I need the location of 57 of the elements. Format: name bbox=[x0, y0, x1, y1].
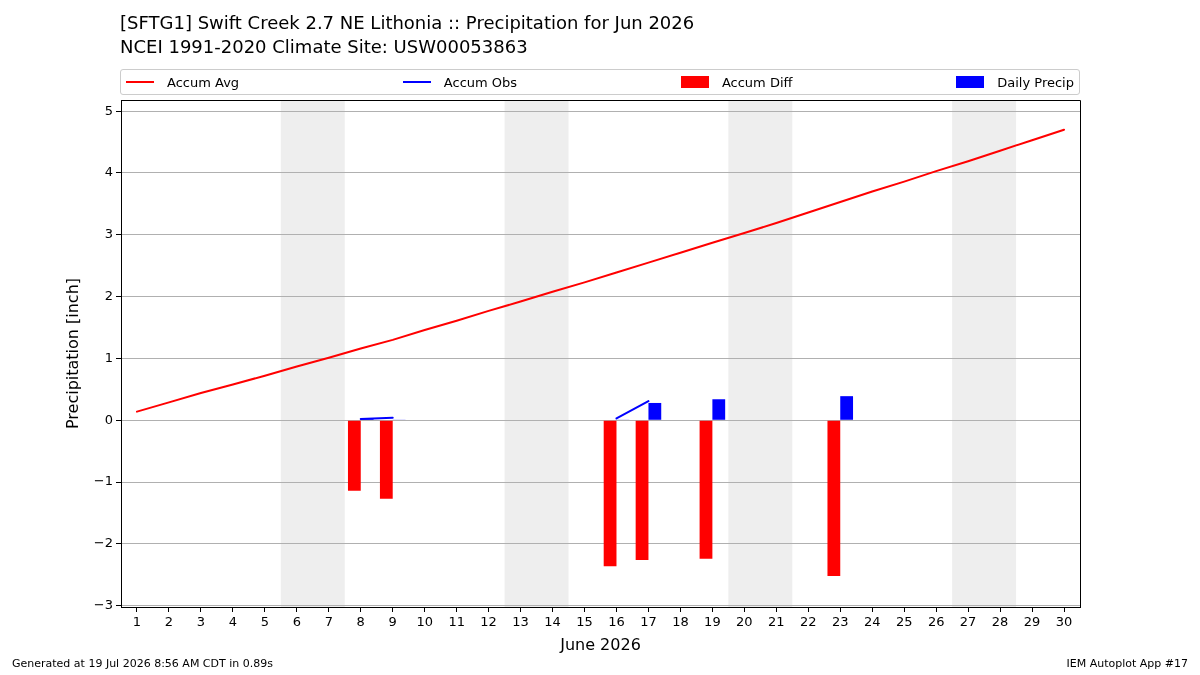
x-tick-label: 10 bbox=[416, 614, 433, 630]
x-tick-label: 4 bbox=[228, 614, 238, 630]
legend-label: Daily Precip bbox=[997, 74, 1074, 90]
x-tick-label: 24 bbox=[863, 614, 881, 630]
y-axis-title: Precipitation [inch] bbox=[62, 277, 82, 430]
bar bbox=[347, 420, 361, 491]
y-tick-label: 2 bbox=[104, 287, 113, 303]
x-tick-label: 25 bbox=[895, 614, 913, 630]
x-tick-label: 11 bbox=[448, 614, 465, 630]
x-tick-label: 20 bbox=[736, 614, 753, 630]
x-tick-label: 18 bbox=[672, 614, 689, 630]
x-tick-label: 3 bbox=[196, 614, 206, 630]
x-tick-label: 26 bbox=[927, 614, 945, 630]
x-tick-label: 2 bbox=[164, 614, 174, 630]
bar bbox=[603, 420, 617, 567]
x-tick-label: 7 bbox=[324, 614, 333, 630]
text: Generated at 19 Jul 2026 8:56 AM CDT in 0.89s bbox=[12, 657, 273, 670]
bar bbox=[827, 420, 841, 577]
x-tick-label: 12 bbox=[480, 614, 497, 630]
x-tick-label: 6 bbox=[292, 614, 301, 630]
bar bbox=[379, 420, 393, 499]
x-tick-label: 16 bbox=[608, 614, 625, 630]
y-tick-label: −3 bbox=[93, 597, 113, 613]
x-tick-label: 30 bbox=[1055, 614, 1073, 630]
x-tick-label: 28 bbox=[991, 614, 1009, 630]
x-axis-title: June 2026 bbox=[559, 634, 641, 654]
x-tick-label: 19 bbox=[704, 614, 721, 630]
bar bbox=[712, 399, 726, 420]
x-tick-label: 29 bbox=[1023, 614, 1041, 630]
x-tick-label: 21 bbox=[768, 614, 785, 630]
y-tick-label: 1 bbox=[104, 349, 113, 365]
bar bbox=[840, 396, 854, 420]
y-tick-label: 3 bbox=[104, 226, 113, 242]
y-tick-label: −2 bbox=[93, 535, 113, 551]
x-tick-label: 9 bbox=[388, 614, 397, 630]
x-tick-label: 22 bbox=[800, 614, 817, 630]
x-tick-label: 13 bbox=[512, 614, 529, 630]
legend-label: Accum Avg bbox=[167, 74, 240, 90]
legend-label: Accum Obs bbox=[443, 74, 518, 90]
y-tick-label: 0 bbox=[104, 411, 113, 427]
x-tick-label: 17 bbox=[640, 614, 657, 630]
y-tick-label: −1 bbox=[93, 473, 113, 489]
x-tick-label: 8 bbox=[356, 614, 365, 630]
chart-title: [SFTG1] Swift Creek 2.7 NE Lithonia :: Precipitation for Jun 2026 bbox=[120, 12, 695, 34]
legend-label: Accum Diff bbox=[721, 74, 793, 90]
bar bbox=[699, 420, 713, 559]
bar bbox=[635, 420, 649, 561]
x-tick-label: 1 bbox=[132, 614, 142, 630]
y-tick-label: 4 bbox=[104, 164, 113, 180]
x-tick-label: 14 bbox=[544, 614, 561, 630]
x-tick-label: 5 bbox=[260, 614, 269, 630]
x-tick-label: 27 bbox=[959, 614, 977, 630]
text: IEM Autoplot App #17 bbox=[1066, 657, 1188, 670]
x-tick-label: 23 bbox=[831, 614, 849, 630]
chart-subtitle: NCEI 1991-2020 Climate Site: USW00053863 bbox=[120, 36, 528, 58]
x-tick-label: 15 bbox=[576, 614, 593, 630]
y-tick-label: 5 bbox=[104, 102, 113, 118]
